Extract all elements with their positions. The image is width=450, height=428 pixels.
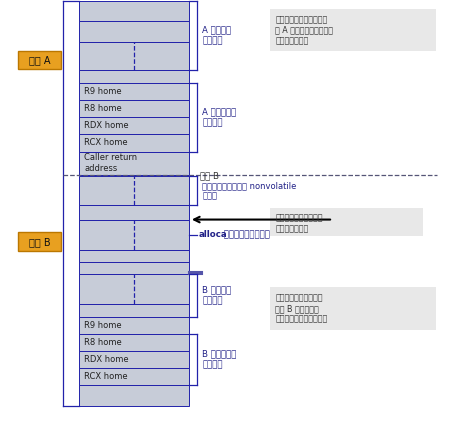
Bar — [79, 1, 189, 21]
Text: RCX home: RCX home — [84, 372, 128, 381]
Text: B 暫存器參數
堵疊區域: B 暫存器參數 堵疊區域 — [202, 350, 237, 369]
Bar — [79, 385, 189, 406]
Text: 項目數目等於四，或是
函式 B 的參數最大
數量－取其中値較大者。: 項目數目等於四，或是 函式 B 的參數最大 數量－取其中値較大者。 — [275, 294, 328, 324]
Text: 函式 A: 函式 A — [29, 55, 50, 65]
Bar — [79, 152, 189, 175]
Bar — [79, 250, 189, 262]
Text: A 堵疊參數
堵疊區域: A 堵疊參數 堵疊區域 — [202, 26, 232, 45]
Bar — [79, 304, 189, 317]
Bar — [79, 134, 189, 152]
Text: R8 home: R8 home — [84, 338, 122, 347]
Bar — [270, 9, 436, 51]
Text: RDX home: RDX home — [84, 121, 129, 131]
Text: 項目數目等於四，或是函
式 A 的參數最大數量－取
其中値較大者。: 項目數目等於四，或是函 式 A 的參數最大數量－取 其中値較大者。 — [275, 15, 333, 45]
Text: A 暫存器參數
堵疊區域: A 暫存器參數 堵疊區域 — [202, 107, 237, 127]
Text: alloca: alloca — [199, 230, 228, 239]
Bar — [79, 368, 189, 385]
Bar — [79, 100, 189, 117]
Bar — [79, 117, 189, 134]
Text: R9 home: R9 home — [84, 87, 122, 96]
Text: RCX home: RCX home — [84, 138, 128, 148]
Bar — [270, 208, 423, 236]
Text: R8 home: R8 home — [84, 104, 122, 113]
Bar — [79, 21, 189, 42]
Bar — [79, 42, 189, 70]
Bar — [79, 317, 189, 334]
Text: 呼叫 B: 呼叫 B — [200, 171, 219, 180]
Bar — [18, 232, 61, 251]
Text: B 堵疊參數
堵疊區域: B 堵疊參數 堵疊區域 — [202, 285, 232, 305]
Bar — [79, 176, 189, 205]
Bar — [79, 262, 189, 274]
Text: 如果使用了，框架指標
通常會指向這裡: 如果使用了，框架指標 通常會指向這裡 — [275, 214, 323, 233]
Text: R9 home: R9 home — [84, 321, 122, 330]
Bar — [79, 83, 189, 100]
Text: Caller return
address: Caller return address — [84, 153, 137, 173]
Text: RDX home: RDX home — [84, 355, 129, 364]
Bar — [79, 220, 189, 250]
Bar — [79, 205, 189, 220]
Bar — [79, 351, 189, 368]
Text: 空間（如果有使用）: 空間（如果有使用） — [221, 230, 270, 239]
Bar — [79, 70, 189, 83]
Text: 區域變數及已儲存的 nonvolatile
暫存器: 區域變數及已儲存的 nonvolatile 暫存器 — [202, 181, 297, 201]
Text: 函式 B: 函式 B — [29, 237, 51, 247]
Bar — [18, 51, 61, 69]
Bar — [79, 274, 189, 304]
Bar — [79, 334, 189, 351]
Bar — [270, 287, 436, 330]
